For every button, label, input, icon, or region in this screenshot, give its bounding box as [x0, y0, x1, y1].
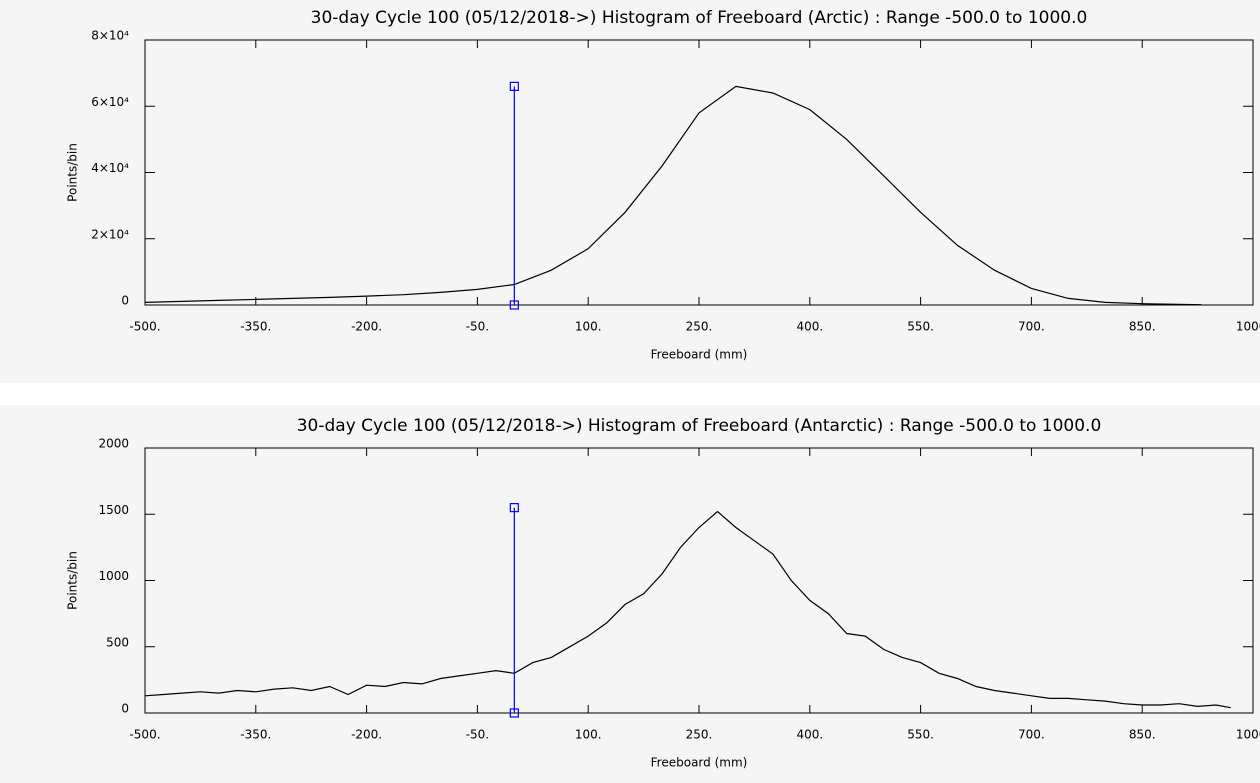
panel-background — [0, 0, 1260, 383]
x-axis-label: Freeboard (mm) — [651, 348, 748, 362]
data-line — [144, 85, 1202, 306]
data-line — [144, 510, 1231, 709]
x-tick-label: 700. — [1018, 320, 1045, 334]
x-tick-label: -50. — [466, 728, 489, 742]
x-tick-label: -500. — [129, 728, 160, 742]
x-axis-label: Freeboard (mm) — [651, 756, 748, 770]
x-tick-label: 250. — [686, 320, 713, 334]
x-tick-label: 850. — [1129, 320, 1156, 334]
x-tick-label: 550. — [907, 728, 934, 742]
y-tick-label: 1000 — [98, 569, 129, 583]
y-tick-label: 6×10⁴ — [91, 95, 129, 109]
y-tick-label: 500 — [106, 635, 129, 649]
marker-square — [509, 300, 519, 310]
y-axis-label: Points/bin — [66, 551, 80, 610]
x-tick-label: 100. — [575, 728, 602, 742]
marker-square — [509, 503, 519, 513]
panel-background — [0, 405, 1260, 783]
x-tick-label: 700. — [1018, 728, 1045, 742]
x-tick-label: 100. — [575, 320, 602, 334]
x-tick-label: -50. — [466, 320, 489, 334]
y-tick-label: 8×10⁴ — [91, 29, 129, 43]
x-tick-label: -350. — [240, 320, 271, 334]
marker-square — [509, 708, 519, 718]
y-tick-label: 0 — [121, 702, 129, 716]
y-tick-label: 1500 — [98, 503, 129, 517]
x-tick-label: 850. — [1129, 728, 1156, 742]
x-tick-label: 400. — [796, 728, 823, 742]
x-tick-label: 250. — [686, 728, 713, 742]
x-tick-label: 400. — [796, 320, 823, 334]
y-axis-label: Points/bin — [66, 143, 80, 202]
x-tick-label: -200. — [351, 728, 382, 742]
x-tick-label: 1000. — [1236, 320, 1260, 334]
x-tick-label: -500. — [129, 320, 160, 334]
y-tick-label: 0 — [121, 294, 129, 308]
marker-square — [509, 81, 519, 91]
y-tick-label: 2×10⁴ — [91, 227, 129, 241]
chart-title: 30-day Cycle 100 (05/12/2018->) Histogra… — [297, 416, 1102, 436]
chart-title: 30-day Cycle 100 (05/12/2018->) Histogra… — [311, 8, 1088, 28]
y-tick-label: 4×10⁴ — [91, 161, 129, 175]
x-tick-label: -200. — [351, 320, 382, 334]
x-tick-label: 550. — [907, 320, 934, 334]
y-tick-label: 2000 — [98, 437, 129, 451]
x-tick-label: -350. — [240, 728, 271, 742]
x-tick-label: 1000. — [1236, 728, 1260, 742]
